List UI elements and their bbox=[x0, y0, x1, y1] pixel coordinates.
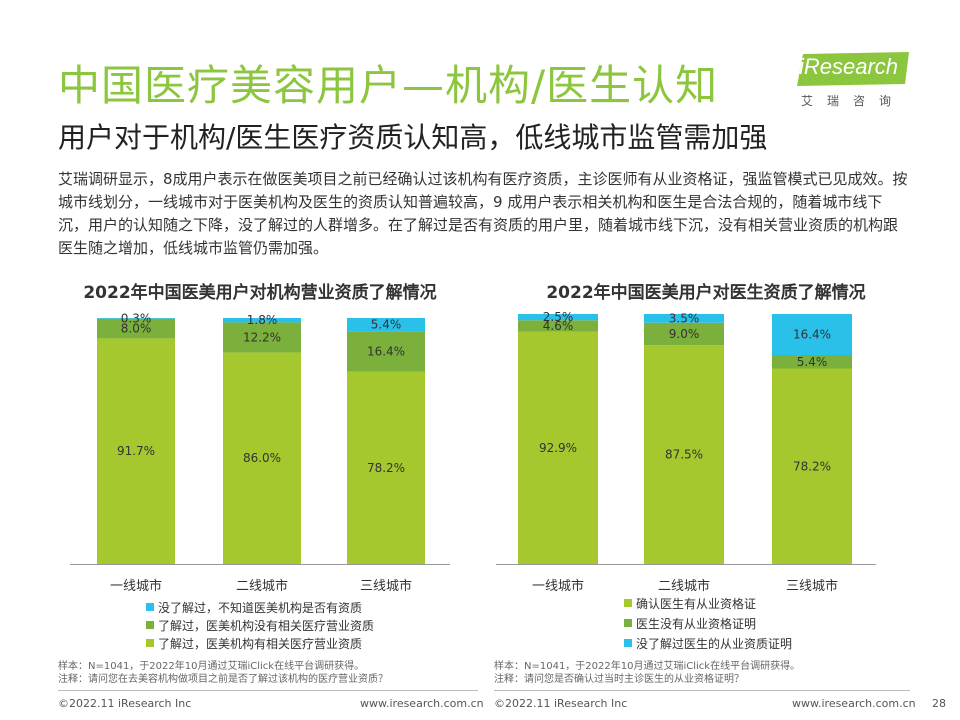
bar-segment bbox=[97, 338, 175, 564]
bar-segment bbox=[97, 318, 175, 319]
data-label: 0.3% bbox=[121, 311, 152, 325]
legend-item: 没了解过，不知道医美机构是否有资质 bbox=[146, 598, 374, 616]
data-label: 9.0% bbox=[669, 327, 700, 341]
bar-segment bbox=[223, 318, 301, 323]
legend-doctor: 确认医生有从业资格证 医生没有从业资格证明没了解过医生的从业资质证明 bbox=[624, 593, 792, 653]
bar-segment bbox=[347, 331, 425, 372]
data-label: 16.4% bbox=[793, 328, 831, 342]
bar-segment bbox=[347, 318, 425, 332]
note-question: 注释：请问您是否确认过当时主诊医生的从业资格证明？ bbox=[494, 674, 744, 685]
note-institution: 样本：N=1041，于2022年10月通过艾瑞iClick在线平台调研获得。 注… bbox=[58, 660, 388, 686]
footer-divider bbox=[58, 690, 478, 691]
legend-label: 医生没有从业资格证明 bbox=[636, 616, 757, 631]
note-question: 注释：请问您在去美容机构做项目之前是否了解过该机构的医疗营业资质？ bbox=[58, 674, 388, 685]
bar-segment bbox=[223, 352, 301, 564]
logo-badge-shape bbox=[797, 52, 909, 86]
page-title: 中国医疗美容用户—机构/医生认知 bbox=[58, 61, 719, 110]
data-label: 5.4% bbox=[371, 318, 402, 332]
data-label: 8.0% bbox=[121, 322, 152, 336]
logo-sub-text: 艾瑞咨询 bbox=[801, 94, 906, 108]
data-label: 87.5% bbox=[665, 448, 703, 462]
data-label: 78.2% bbox=[367, 461, 405, 475]
legend-label: 了解过，医美机构没有相关医疗营业资质 bbox=[158, 618, 375, 633]
x-tick-label: 三线城市 bbox=[360, 578, 412, 594]
bar-segment bbox=[772, 314, 852, 355]
x-tick-label: 三线城市 bbox=[786, 578, 838, 594]
data-label: 91.7% bbox=[117, 444, 155, 458]
data-label: 4.6% bbox=[543, 319, 574, 333]
legend-swatch bbox=[624, 599, 632, 607]
legend-item: 了解过，医美机构有相关医疗营业资质 bbox=[146, 634, 374, 652]
legend-item: 确认医生有从业资格证 bbox=[624, 593, 792, 613]
bar-segment bbox=[223, 322, 301, 353]
page-subtitle: 用户对于机构/医生医疗资质认知高，低线城市监管需加强 bbox=[58, 121, 768, 154]
footer-url[interactable]: www.iresearch.com.cn bbox=[360, 697, 484, 710]
note-sample: 样本：N=1041，于2022年10月通过艾瑞iClick在线平台调研获得。 bbox=[494, 661, 801, 672]
data-label: 5.4% bbox=[797, 355, 828, 369]
intro-paragraph: 艾瑞调研显示，8成用户表示在做医美项目之前已经确认过该机构有医疗资质，主诊医师有… bbox=[58, 170, 908, 257]
data-label: 86.0% bbox=[243, 451, 281, 465]
x-tick-label: 一线城市 bbox=[532, 578, 584, 594]
bar-segment bbox=[772, 368, 852, 564]
legend-swatch bbox=[146, 621, 154, 629]
legend-label: 没了解过，不知道医美机构是否有资质 bbox=[158, 600, 363, 615]
legend-swatch bbox=[146, 639, 154, 647]
footer-copyright: ©2022.11 iResearch Inc bbox=[58, 697, 192, 710]
data-label: 78.2% bbox=[793, 459, 831, 473]
data-label: 92.9% bbox=[539, 441, 577, 455]
legend-label: 确认医生有从业资格证 bbox=[636, 596, 757, 611]
bar-segment bbox=[97, 318, 175, 339]
legend-institution: 没了解过，不知道医美机构是否有资质 了解过，医美机构没有相关医疗营业资质 了解过，医… bbox=[146, 598, 374, 652]
data-label: 3.5% bbox=[669, 311, 700, 325]
bar-segment bbox=[644, 314, 724, 323]
iresearch-logo: iResearch 艾瑞咨询 bbox=[795, 50, 915, 110]
legend-item: 了解过，医美机构没有相关医疗营业资质 bbox=[146, 616, 374, 634]
legend-label: 没了解过医生的从业资质证明 bbox=[636, 636, 793, 651]
bar-segment bbox=[772, 355, 852, 369]
footer-divider bbox=[494, 690, 910, 691]
legend-swatch bbox=[624, 639, 632, 647]
bar-segment bbox=[644, 322, 724, 346]
x-tick-label: 一线城市 bbox=[110, 578, 162, 594]
data-label: 12.2% bbox=[243, 330, 281, 344]
bar-segment bbox=[644, 345, 724, 564]
x-tick-label: 二线城市 bbox=[658, 578, 710, 594]
x-tick-label: 二线城市 bbox=[236, 578, 288, 594]
data-label: 2.5% bbox=[543, 310, 574, 324]
legend-label: 了解过，医美机构有相关医疗营业资质 bbox=[158, 636, 363, 651]
page-number: 28 bbox=[932, 697, 946, 710]
bar-segment bbox=[347, 371, 425, 564]
data-label: 1.8% bbox=[247, 313, 278, 327]
bar-segment bbox=[518, 320, 598, 332]
footer-url[interactable]: www.iresearch.com.cn bbox=[792, 697, 916, 710]
legend-swatch bbox=[624, 619, 632, 627]
legend-item: 没了解过医生的从业资质证明 bbox=[624, 633, 792, 653]
chart-title-institution: 2022年中国医美用户对机构营业资质了解情况 bbox=[83, 283, 437, 303]
bar-segment bbox=[518, 331, 598, 564]
bar-segment bbox=[518, 314, 598, 321]
note-sample: 样本：N=1041，于2022年10月通过艾瑞iClick在线平台调研获得。 bbox=[58, 661, 365, 672]
legend-swatch bbox=[146, 603, 154, 611]
chart-title-doctor: 2022年中国医美用户对医生资质了解情况 bbox=[546, 283, 866, 303]
data-label: 16.4% bbox=[367, 344, 405, 358]
note-doctor: 样本：N=1041，于2022年10月通过艾瑞iClick在线平台调研获得。 注… bbox=[494, 660, 800, 686]
logo-brand-text: iResearch bbox=[799, 54, 899, 79]
footer-copyright: ©2022.11 iResearch Inc bbox=[494, 697, 628, 710]
legend-item: 医生没有从业资格证明 bbox=[624, 613, 792, 633]
